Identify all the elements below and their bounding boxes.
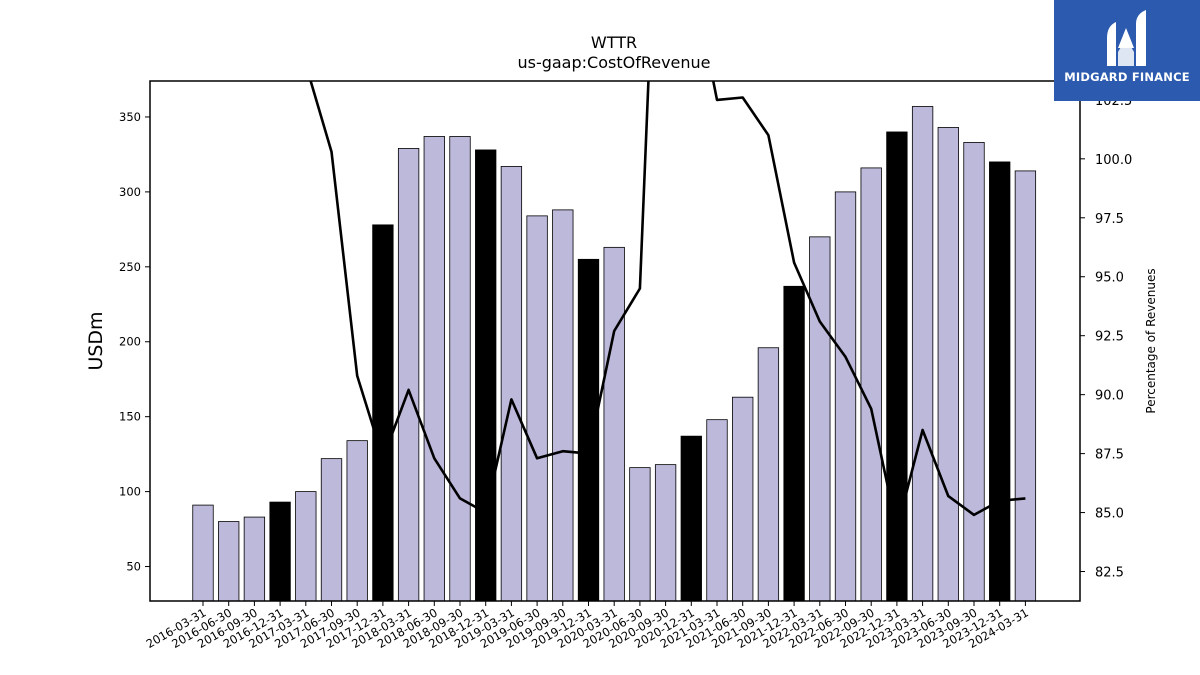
logo-text: MIDGARD FINANCE (1064, 70, 1190, 84)
bar-2021-12-31 (783, 285, 805, 602)
bar-2017-06-30 (320, 458, 343, 602)
bar-2020-09-30 (654, 464, 677, 602)
y2-tick-label: 100.0 (1095, 153, 1132, 168)
bar-2016-06-30 (218, 521, 240, 602)
bar-2020-12-31 (680, 435, 702, 602)
y2-tick-label: 82.5 (1095, 566, 1124, 581)
bar-2018-03-31 (397, 148, 420, 602)
y-tick-label: 50 (126, 560, 141, 574)
bar-2017-03-31 (295, 491, 317, 602)
bar-2021-06-30 (732, 396, 754, 602)
axes-group: 50 100 150 200 250 300 350 82.5 85.0 87.5 90.0 92.5… (119, 80, 1132, 651)
y-tick-label: 100 (119, 485, 141, 499)
bar-2021-03-31 (706, 419, 728, 602)
bar-2023-06-30 (937, 127, 959, 602)
y2-axis-label: Percentage of Revenues (1144, 268, 1158, 413)
bars-group (192, 106, 1037, 602)
chart-title: WTTR (591, 33, 637, 52)
bar-2022-06-30 (834, 191, 857, 602)
y2-tick-label: 97.5 (1095, 212, 1124, 227)
bar-2023-12-31 (989, 161, 1011, 602)
y2-tick-label: 85.0 (1095, 507, 1124, 522)
bar-2018-06-30 (423, 136, 445, 602)
bar-2016-03-31 (192, 504, 214, 602)
midgard-finance-logo: MIDGARD FINANCE (1054, 0, 1200, 101)
bar-2018-09-30 (449, 136, 471, 602)
y2-tick-label: 92.5 (1095, 330, 1124, 345)
y-tick-label: 350 (119, 110, 141, 124)
chart-subtitle: us-gaap:CostOfRevenue (517, 53, 710, 72)
bar-2019-09-30 (552, 209, 574, 602)
bar-2016-12-31 (269, 501, 291, 602)
y2-tick-label: 95.0 (1095, 271, 1124, 286)
bar-2019-03-31 (500, 166, 523, 602)
bar-2017-09-30 (346, 440, 368, 602)
bar-2019-12-31 (577, 258, 600, 602)
plot-frame (149, 80, 1081, 602)
bar-2017-12-31 (372, 224, 394, 602)
bar-2022-12-31 (886, 131, 908, 602)
bar-2019-06-30 (526, 215, 548, 602)
y-tick-label: 250 (119, 260, 141, 274)
bar-2022-09-30 (860, 167, 882, 602)
percentage-line (309, 81, 1026, 531)
bar-2023-09-30 (963, 142, 985, 602)
bar-2020-03-31 (603, 246, 625, 602)
bar-2021-09-30 (757, 347, 780, 602)
y2-tick-label: 87.5 (1095, 448, 1124, 463)
bar-2018-12-31 (475, 149, 497, 602)
line-group (309, 81, 1026, 531)
bar-2023-03-31 (911, 106, 934, 602)
bar-2020-06-30 (629, 467, 651, 602)
midgard-logo-icon (1107, 10, 1146, 66)
y-tick-label: 150 (119, 410, 141, 424)
bar-2022-03-31 (809, 236, 831, 602)
y-tick-label: 300 (119, 185, 141, 199)
bar-2024-03-31 (1014, 170, 1037, 602)
y-axis-label: USDm (85, 311, 107, 370)
y2-tick-label: 90.0 (1095, 389, 1124, 404)
bar-2016-09-30 (243, 516, 266, 602)
y-tick-label: 200 (119, 335, 141, 349)
